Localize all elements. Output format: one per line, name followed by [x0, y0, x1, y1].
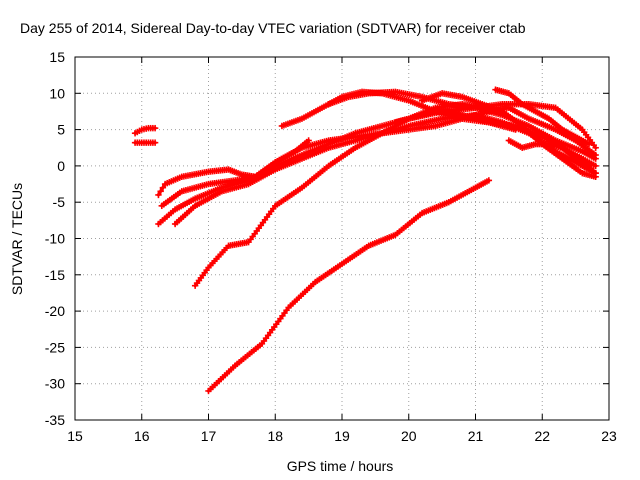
y-tick-label: -15 — [45, 267, 65, 283]
y-tick-label: -20 — [45, 303, 65, 319]
x-tick-label: 18 — [267, 428, 283, 444]
y-tick-label: -35 — [45, 412, 65, 428]
x-tick-label: 21 — [468, 428, 484, 444]
series-pass-k — [205, 177, 493, 395]
series-pass-g — [418, 90, 599, 180]
x-axis-label: GPS time / hours — [287, 458, 394, 474]
y-tick-label: 10 — [49, 85, 65, 101]
series-pass-h — [492, 86, 593, 148]
y-tick-label: -5 — [53, 194, 66, 210]
y-tick-label: 0 — [57, 158, 65, 174]
x-tick-label: 19 — [334, 428, 350, 444]
x-tick-label: 20 — [401, 428, 417, 444]
chart-title: Day 255 of 2014, Sidereal Day-to-day VTE… — [20, 20, 526, 36]
series-pass-short-high — [131, 124, 159, 137]
series-pass-short-low — [131, 139, 159, 146]
tick-layer — [74, 56, 610, 421]
y-tick-label: -10 — [45, 231, 65, 247]
series-pass-l — [392, 108, 519, 133]
x-tick-label: 22 — [534, 428, 550, 444]
x-tick-label: 17 — [201, 428, 217, 444]
x-tick-label: 16 — [134, 428, 150, 444]
y-tick-label: 5 — [57, 122, 65, 138]
series-pass-i — [505, 137, 599, 177]
data-layer — [131, 86, 599, 395]
grid-layer — [75, 57, 609, 420]
y-tick-label: 15 — [49, 49, 65, 65]
y-tick-label: -25 — [45, 339, 65, 355]
x-tick-labels: 15 16 17 18 19 20 21 22 23 — [67, 428, 617, 444]
y-tick-label: -30 — [45, 376, 65, 392]
x-tick-label: 15 — [67, 428, 83, 444]
x-tick-label: 23 — [601, 428, 617, 444]
y-tick-labels: -35 -30 -25 -20 -15 -10 -5 0 5 10 15 — [45, 49, 65, 428]
y-axis-label: SDTVAR / TECUs — [9, 183, 25, 295]
